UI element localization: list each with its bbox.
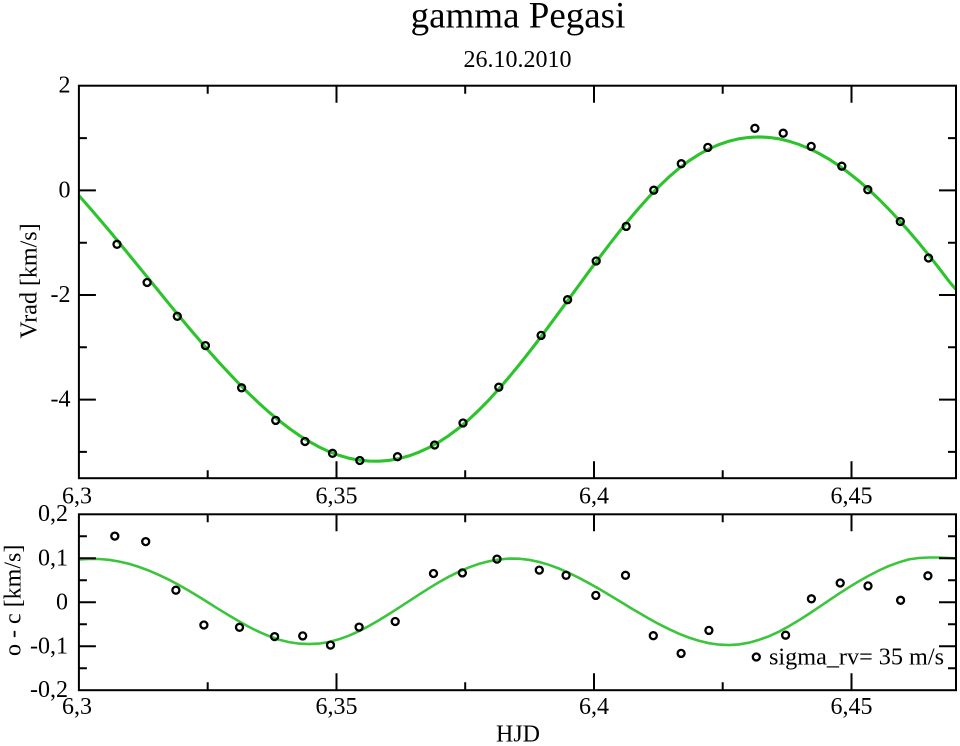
svg-text:sigma_rv= 35 m/s: sigma_rv= 35 m/s <box>769 644 944 670</box>
svg-text:6,45: 6,45 <box>831 484 873 510</box>
svg-text:6,45: 6,45 <box>831 694 873 720</box>
svg-text:6,3: 6,3 <box>62 694 92 720</box>
svg-text:6,3: 6,3 <box>62 484 92 510</box>
svg-text:6,35: 6,35 <box>316 694 358 720</box>
svg-text:-2: -2 <box>51 282 71 308</box>
svg-text:gamma Pegasi: gamma Pegasi <box>411 0 626 37</box>
svg-text:2: 2 <box>59 73 71 99</box>
svg-text:0,1: 0,1 <box>38 545 68 571</box>
svg-text:26.10.2010: 26.10.2010 <box>464 47 572 73</box>
svg-text:6,4: 6,4 <box>579 694 609 720</box>
svg-text:-0,1: -0,1 <box>30 633 68 659</box>
svg-text:HJD: HJD <box>496 722 540 746</box>
svg-text:0: 0 <box>56 589 68 615</box>
svg-text:-0,2: -0,2 <box>30 677 68 703</box>
svg-text:6,35: 6,35 <box>316 484 358 510</box>
svg-text:-4: -4 <box>51 387 71 413</box>
svg-text:0: 0 <box>59 177 71 203</box>
svg-text:0,2: 0,2 <box>38 501 68 527</box>
svg-text:Vrad [km/s]: Vrad [km/s] <box>17 223 43 338</box>
svg-text:o - c [km/s]: o - c [km/s] <box>1 545 27 656</box>
svg-text:6,4: 6,4 <box>579 484 609 510</box>
